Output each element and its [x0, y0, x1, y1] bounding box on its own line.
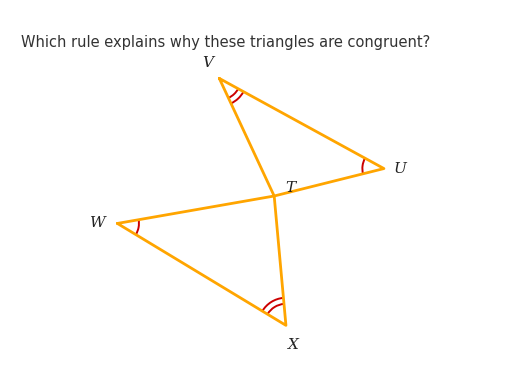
Text: Which rule explains why these triangles are congruent?: Which rule explains why these triangles … — [21, 35, 430, 50]
Text: X: X — [288, 338, 299, 352]
Text: U: U — [393, 162, 406, 176]
Text: T: T — [285, 181, 295, 195]
Text: W: W — [90, 216, 105, 230]
Text: V: V — [202, 56, 213, 70]
